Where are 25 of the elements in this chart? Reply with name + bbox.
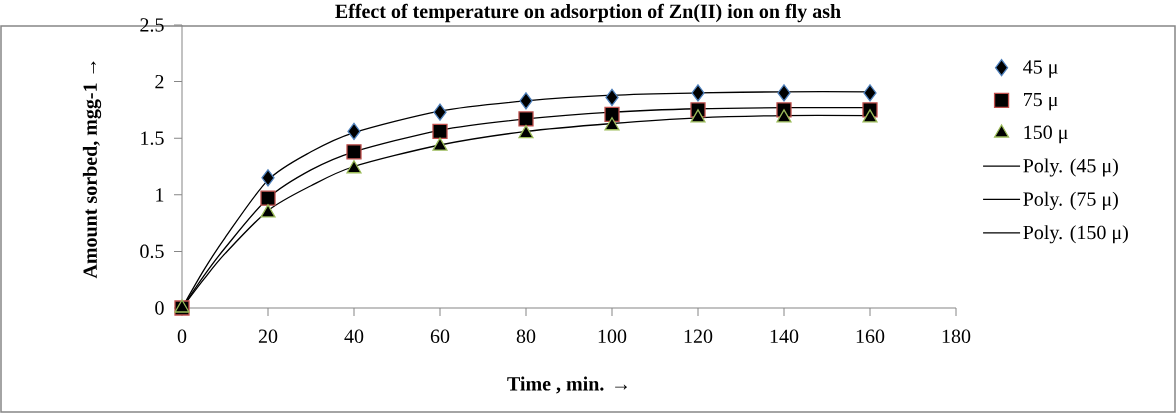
y-tick-label: 2.5 <box>140 18 164 32</box>
legend-label: 45 μ <box>1023 60 1058 78</box>
x-tick-label: 80 <box>516 329 536 344</box>
legend-label: Poly. (45 μ) <box>1023 158 1118 177</box>
y-tick-label: 0 <box>155 301 164 315</box>
x-tick-label: 160 <box>856 329 885 344</box>
legend-label: Poly. (150 μ) <box>1023 225 1128 244</box>
x-tick-label: 140 <box>770 329 799 344</box>
y-tick-label: 1.5 <box>141 131 164 145</box>
y-axis-title: Amount sorbed, mgg-1 → <box>82 61 102 279</box>
x-tick-label: 180 <box>942 329 971 344</box>
x-tick-label: 0 <box>177 329 187 344</box>
y-tick-label: 2 <box>155 74 164 89</box>
x-tick-label: 40 <box>344 329 364 344</box>
legend-label: 150 μ <box>1024 125 1068 144</box>
x-tick-label: 100 <box>598 329 627 344</box>
y-tick-label: 0.5 <box>140 244 164 259</box>
x-tick-label: 120 <box>684 329 713 344</box>
x-tick-label: 20 <box>258 329 278 344</box>
x-axis-title: Time , min. → <box>507 376 627 394</box>
y-tick-label: 1 <box>156 188 164 202</box>
x-tick-label: 60 <box>430 329 450 344</box>
legend-label: Poly. (75 μ) <box>1023 191 1118 210</box>
chart-title: Effect of temperature on adsorption of Zn(II) ion on fly ash <box>335 3 841 23</box>
legend-label: 75 μ <box>1024 93 1058 111</box>
